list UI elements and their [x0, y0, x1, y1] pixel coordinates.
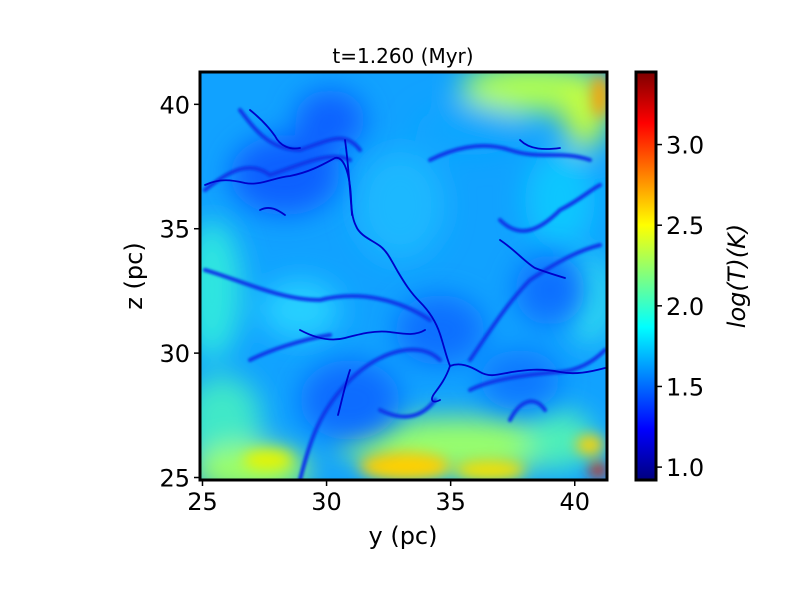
x-axis-ticks: 25 30 35 40: [187, 480, 590, 516]
y-tick-label: 40: [159, 91, 190, 119]
y-axis-label: z (pc): [120, 242, 148, 309]
colorbar-tick-label: 2.0: [666, 293, 704, 321]
colorbar-ticks: 1.0 1.5 2.0 2.5 3.0: [656, 132, 704, 482]
y-axis-ticks: 25 30 35 40: [159, 91, 200, 493]
y-tick-label: 25: [159, 465, 190, 493]
cold-filament-network: [204, 109, 606, 416]
x-tick-label: 40: [559, 488, 590, 516]
x-axis-label: y (pc): [369, 522, 438, 550]
y-tick-label: 30: [159, 340, 190, 368]
colorbar-tick-label: 1.0: [666, 454, 704, 482]
colorbar-label: log(T)(K): [723, 224, 751, 328]
x-tick-label: 30: [311, 488, 342, 516]
cool-regions: [230, 90, 585, 440]
colorbar-tick-label: 2.5: [666, 212, 704, 240]
y-tick-label: 35: [159, 216, 190, 244]
colorbar-tick-label: 1.5: [666, 373, 704, 401]
hot-pockets: [243, 74, 607, 480]
colorbar-tick-label: 3.0: [666, 132, 704, 160]
x-tick-label: 25: [187, 488, 218, 516]
colorbar-frame: [634, 70, 658, 482]
x-tick-label: 35: [435, 488, 466, 516]
cool-filaments: [203, 108, 607, 480]
plot-frame: [198, 70, 609, 482]
chart-title: t=1.260 (Myr): [332, 44, 473, 68]
colorbar: [636, 72, 656, 480]
temperature-map: [200, 72, 607, 480]
